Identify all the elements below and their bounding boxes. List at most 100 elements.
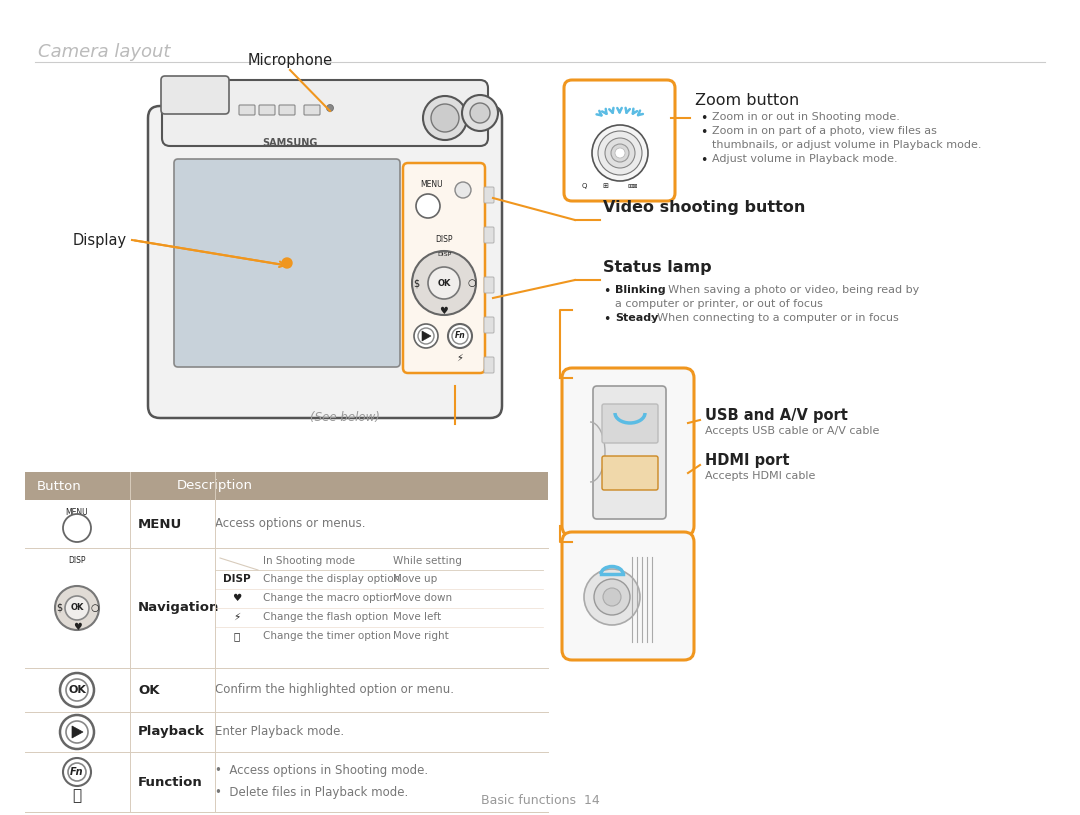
Text: MENU: MENU	[66, 508, 89, 517]
Text: In Shooting mode: In Shooting mode	[264, 556, 355, 566]
Text: ⊞⊠: ⊞⊠	[627, 184, 637, 189]
Circle shape	[584, 569, 640, 625]
Text: a computer or printer, or out of focus: a computer or printer, or out of focus	[615, 299, 823, 309]
Text: Function: Function	[138, 776, 203, 788]
FancyBboxPatch shape	[484, 317, 494, 333]
Circle shape	[66, 679, 87, 701]
FancyBboxPatch shape	[484, 187, 494, 203]
Text: DISP: DISP	[224, 574, 251, 584]
FancyBboxPatch shape	[174, 159, 400, 367]
Circle shape	[60, 715, 94, 749]
Text: Zoom in or out in Shooting mode.: Zoom in or out in Shooting mode.	[712, 112, 900, 122]
Text: Change the flash option: Change the flash option	[264, 612, 388, 622]
Circle shape	[594, 579, 630, 615]
Text: 🗑: 🗑	[72, 788, 82, 804]
Circle shape	[431, 104, 459, 132]
Circle shape	[462, 95, 498, 131]
Text: ♥: ♥	[72, 622, 81, 632]
Text: Change the timer option: Change the timer option	[264, 631, 391, 641]
Circle shape	[455, 182, 471, 198]
FancyBboxPatch shape	[303, 105, 320, 115]
Text: •: •	[700, 154, 707, 167]
Text: $: $	[413, 278, 419, 288]
Circle shape	[65, 596, 89, 620]
Bar	[25, 752, 548, 812]
Text: MENU: MENU	[138, 518, 183, 531]
Text: SAMSUNG: SAMSUNG	[262, 138, 318, 148]
Text: Move right: Move right	[393, 631, 449, 641]
Text: Accepts USB cable or A/V cable: Accepts USB cable or A/V cable	[705, 426, 879, 436]
Text: •  Delete files in Playback mode.: • Delete files in Playback mode.	[215, 786, 408, 799]
Text: ♥: ♥	[232, 593, 242, 603]
Text: •  Access options in Shooting mode.: • Access options in Shooting mode.	[215, 764, 428, 777]
FancyBboxPatch shape	[602, 404, 658, 443]
Text: ○: ○	[468, 278, 476, 288]
Circle shape	[411, 251, 476, 315]
Circle shape	[615, 148, 625, 158]
Circle shape	[63, 758, 91, 786]
Circle shape	[416, 194, 440, 218]
Text: Video shooting button: Video shooting button	[603, 200, 806, 215]
Bar	[25, 668, 548, 712]
Circle shape	[326, 104, 334, 112]
FancyBboxPatch shape	[484, 357, 494, 373]
FancyBboxPatch shape	[562, 368, 694, 536]
FancyBboxPatch shape	[593, 386, 666, 519]
Text: MENU: MENU	[420, 180, 443, 189]
FancyBboxPatch shape	[403, 163, 485, 373]
Text: Playback: Playback	[138, 725, 205, 738]
FancyBboxPatch shape	[562, 532, 694, 660]
Text: Button: Button	[37, 479, 82, 492]
Text: Change the display option: Change the display option	[264, 574, 401, 584]
Text: Access options or menus.: Access options or menus.	[215, 518, 365, 531]
Text: Steady: Steady	[615, 313, 659, 323]
Text: ♥: ♥	[440, 306, 448, 316]
Circle shape	[68, 763, 86, 781]
Text: Basic functions  14: Basic functions 14	[481, 794, 599, 807]
Circle shape	[598, 131, 642, 175]
Text: OK: OK	[68, 685, 86, 695]
Text: thumbnails, or adjust volume in Playback mode.: thumbnails, or adjust volume in Playback…	[712, 140, 982, 150]
FancyBboxPatch shape	[239, 105, 255, 115]
Bar	[25, 472, 548, 500]
Text: Display: Display	[73, 232, 127, 248]
Text: Accepts HDMI cable: Accepts HDMI cable	[705, 471, 815, 481]
Text: Confirm the highlighted option or menu.: Confirm the highlighted option or menu.	[215, 684, 454, 697]
Text: Adjust volume in Playback mode.: Adjust volume in Playback mode.	[712, 154, 897, 164]
Text: DISP: DISP	[68, 556, 85, 565]
Text: (See below): (See below)	[310, 411, 380, 424]
FancyBboxPatch shape	[161, 76, 229, 114]
Text: OK: OK	[437, 279, 450, 288]
Circle shape	[423, 96, 467, 140]
Bar	[25, 548, 548, 668]
Text: ⚡: ⚡	[457, 353, 463, 363]
Text: HDMI port: HDMI port	[705, 453, 789, 468]
Text: DISP: DISP	[435, 236, 453, 244]
Circle shape	[63, 514, 91, 542]
Text: ⊞: ⊞	[602, 183, 608, 189]
Text: Move up: Move up	[393, 574, 437, 584]
Circle shape	[55, 586, 99, 630]
Text: While setting: While setting	[393, 556, 462, 566]
Bar	[25, 712, 548, 752]
Text: Status lamp: Status lamp	[603, 260, 712, 275]
Circle shape	[603, 588, 621, 606]
Text: ○: ○	[91, 603, 99, 613]
Circle shape	[448, 324, 472, 348]
Circle shape	[611, 144, 629, 162]
Circle shape	[470, 103, 490, 123]
Text: DISP: DISP	[437, 253, 451, 258]
Circle shape	[282, 258, 292, 268]
FancyBboxPatch shape	[162, 80, 488, 146]
Polygon shape	[422, 331, 431, 341]
Text: USB and A/V port: USB and A/V port	[705, 408, 848, 423]
Text: : When saving a photo or video, being read by: : When saving a photo or video, being re…	[661, 285, 920, 295]
Text: •: •	[603, 285, 610, 298]
FancyBboxPatch shape	[279, 105, 295, 115]
FancyBboxPatch shape	[602, 456, 658, 490]
Text: Q: Q	[582, 183, 588, 189]
Text: Change the macro option: Change the macro option	[264, 593, 395, 603]
Text: Blinking: Blinking	[615, 285, 665, 295]
Text: Enter Playback mode.: Enter Playback mode.	[215, 725, 345, 738]
FancyBboxPatch shape	[148, 106, 502, 418]
